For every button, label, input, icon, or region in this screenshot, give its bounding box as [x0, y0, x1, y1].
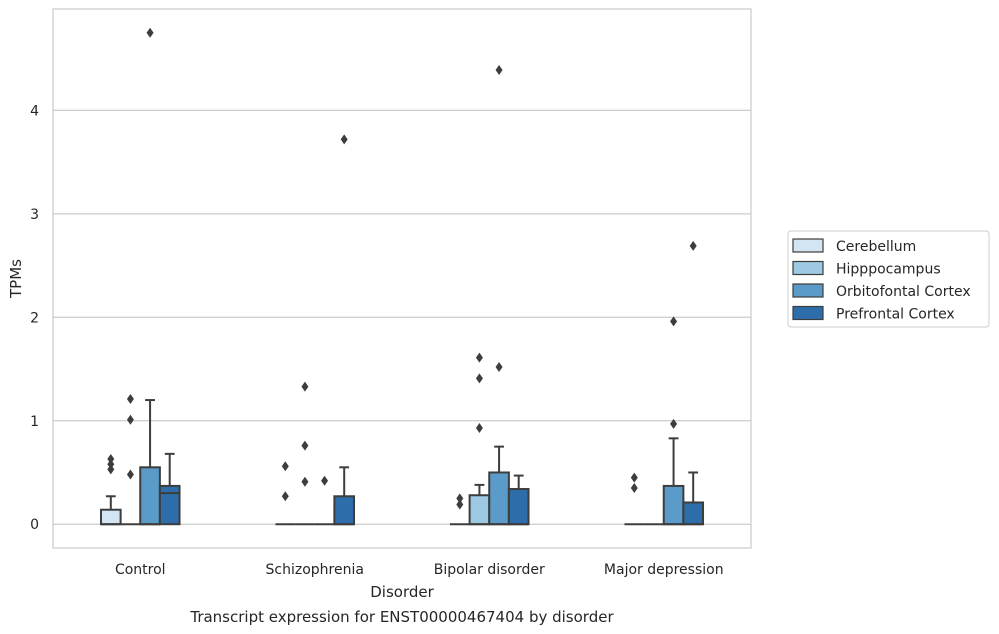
y-tick-label: 4 — [30, 103, 39, 119]
outlier-point — [126, 469, 134, 480]
legend-frame — [787, 230, 990, 328]
box-prefrontal-cortex — [682, 240, 705, 526]
outlier-point — [456, 493, 464, 504]
box-orbitofontal-cortex — [139, 27, 161, 526]
legend-label: Orbitofontal Cortex — [836, 284, 971, 300]
box-body — [333, 495, 356, 526]
legend: Cerebellum Hipppocampus Orbitofontal Corte… — [787, 230, 990, 328]
chart-caption: Transcript expression for ENST0000046740… — [189, 608, 614, 626]
outlier-point — [107, 459, 115, 470]
x-tick-labels: Control Schizophrenia Bipolar disorder Majo… — [115, 562, 724, 578]
box-prefrontal-cortex — [333, 134, 356, 526]
gridlines — [53, 109, 751, 525]
y-tick-label: 1 — [30, 414, 39, 430]
box-cerebellum — [449, 493, 470, 526]
y-tick-label: 0 — [30, 517, 39, 533]
box-prefrontal-cortex — [507, 474, 530, 526]
y-tick-labels: 0 1 2 3 4 — [30, 103, 39, 533]
legend-label: Hipppocampus — [836, 262, 941, 278]
y-axis-label: TPMs — [7, 259, 25, 299]
outlier-point — [301, 440, 309, 451]
box-cerebellum — [99, 454, 122, 526]
box-orbitofontal-cortex — [662, 316, 685, 526]
outlier-point — [321, 475, 329, 486]
box-cerebellum — [275, 461, 296, 526]
box-hipppocampus — [295, 381, 315, 526]
y-tick-label: 2 — [30, 310, 39, 326]
outlier-point — [630, 482, 638, 493]
outlier-point — [107, 454, 115, 465]
x-tick-label: Schizophrenia — [266, 562, 364, 578]
box-hipppocampus — [468, 352, 491, 526]
legend-label: Cerebellum — [836, 239, 916, 255]
legend-swatch — [792, 260, 824, 276]
outlier-point — [281, 491, 289, 502]
outlier-point — [126, 394, 134, 405]
outlier-point — [670, 418, 678, 429]
box-cerebellum — [624, 472, 645, 526]
box-prefrontal-cortex — [158, 452, 181, 526]
box-orbitofontal-cortex — [488, 65, 510, 526]
box-body — [662, 484, 685, 526]
outlier-point — [146, 27, 154, 38]
outlier-point — [475, 373, 483, 384]
x-tick-label: Major depression — [604, 562, 724, 578]
box-body — [682, 501, 705, 526]
outlier-point — [475, 352, 483, 363]
legend-swatch — [792, 283, 824, 298]
outlier-point — [281, 461, 289, 472]
outlier-point — [126, 414, 134, 425]
box-body — [507, 488, 530, 526]
x-tick-label: Bipolar disorder — [434, 562, 545, 578]
box-body — [158, 484, 181, 526]
box-body — [139, 466, 161, 526]
outlier-point — [107, 464, 115, 475]
box-body — [488, 471, 510, 526]
outlier-point — [340, 134, 348, 145]
box-hipppocampus — [120, 394, 141, 526]
outlier-point — [301, 381, 309, 392]
outlier-point — [630, 472, 638, 483]
box-body — [99, 508, 122, 526]
x-axis-label: Disorder — [370, 583, 434, 601]
box-orbitofontal-cortex — [314, 475, 335, 526]
box-marks — [99, 27, 705, 526]
y-tick-label: 3 — [30, 207, 39, 223]
plot-area-frame — [52, 8, 752, 549]
x-tick-label: Control — [115, 562, 166, 578]
outlier-point — [689, 240, 697, 251]
outlier-point — [301, 476, 309, 487]
outlier-point — [495, 361, 503, 372]
outlier-point — [475, 422, 483, 433]
box-body — [468, 494, 491, 526]
legend-swatch — [792, 305, 824, 321]
outlier-point — [495, 65, 503, 76]
outlier-point — [456, 499, 464, 510]
legend-swatch — [792, 238, 824, 253]
outlier-point — [670, 316, 678, 327]
legend-label: Prefrontal Cortex — [836, 307, 955, 323]
